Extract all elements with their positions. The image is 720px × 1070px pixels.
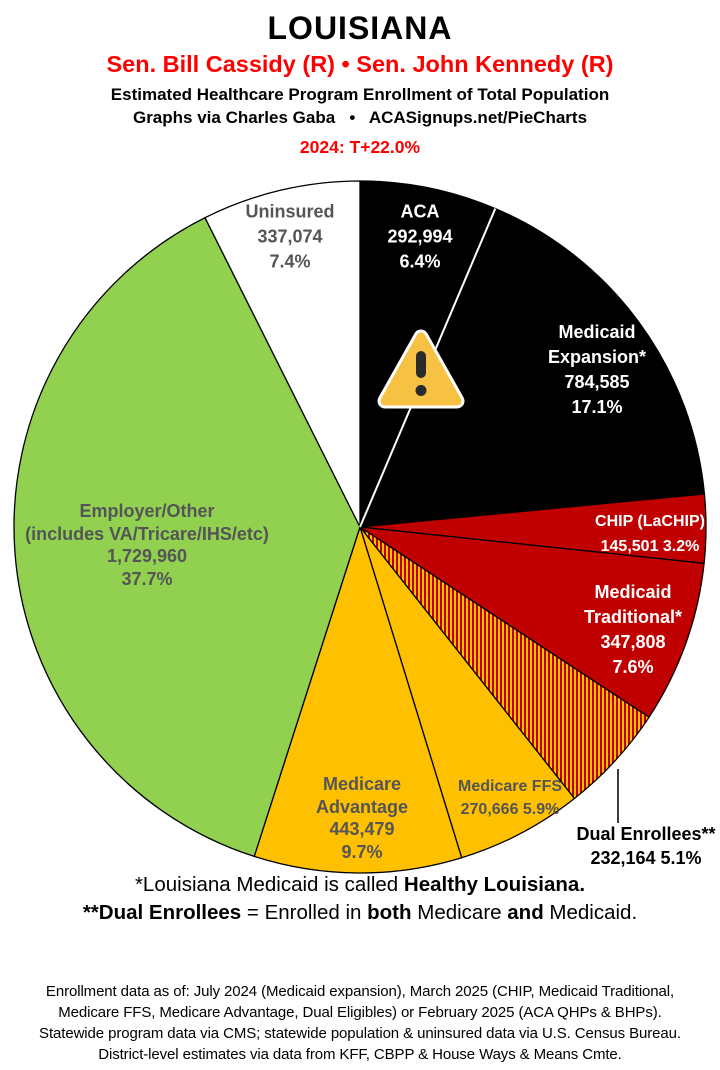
footer-line: Medicare FFS, Medicare Advantage, Dual E… (58, 1004, 662, 1021)
footnote-segment: Medicaid. (543, 901, 638, 924)
attribution-line: Graphs via Charles Gaba • ACASignups.net… (132, 108, 588, 127)
partisan-margin-line: 2024: T+22.0% (299, 137, 421, 157)
footnote-segment: both (367, 901, 412, 924)
pie-slice-medicaid-expansion (359, 207, 706, 528)
subtitle: Estimated Healthcare Program Enrollment … (110, 85, 610, 104)
footnote-segment: *Louisiana Medicaid is called (134, 873, 404, 896)
footnote-segment: = Enrolled in (241, 901, 368, 924)
pie-slice-medicaid-traditional (359, 526, 705, 718)
footnote-line: *Louisiana Medicaid is called Healthy Lo… (0, 871, 720, 899)
header: LOUISIANA Sen. Bill Cassidy (R) • Sen. J… (0, 0, 720, 158)
footnote-segment: **Dual Enrollees (82, 901, 242, 924)
pie-slice-employer-other-includes-va-tricare-ihs-etc (13, 217, 361, 858)
pie-slice-medicare-advantage (253, 526, 463, 874)
footnote-segment: Healthy Louisiana. (403, 873, 586, 896)
footer-line: Enrollment data as of: July 2024 (Medica… (45, 983, 675, 1000)
footer-line: Statewide program data via CMS; statewid… (39, 1025, 681, 1042)
footnote-line: **Dual Enrollees = Enrolled in both Medi… (0, 899, 720, 927)
warning-triangle-icon (377, 329, 465, 409)
footer-line: District-level estimates via data from K… (98, 1046, 622, 1063)
pie-slice-medicare-ffs (359, 526, 576, 859)
footnotes: *Louisiana Medicaid is called Healthy Lo… (0, 871, 720, 927)
footnote-segment: Medicare (411, 901, 508, 924)
pie-slice-uninsured (204, 180, 361, 528)
page-title: LOUISIANA (267, 10, 453, 46)
footnote-segment: and (507, 901, 544, 924)
source-footer: Enrollment data as of: July 2024 (Medica… (0, 981, 720, 1065)
senators-line: Sen. Bill Cassidy (R) • Sen. John Kenned… (106, 51, 614, 77)
